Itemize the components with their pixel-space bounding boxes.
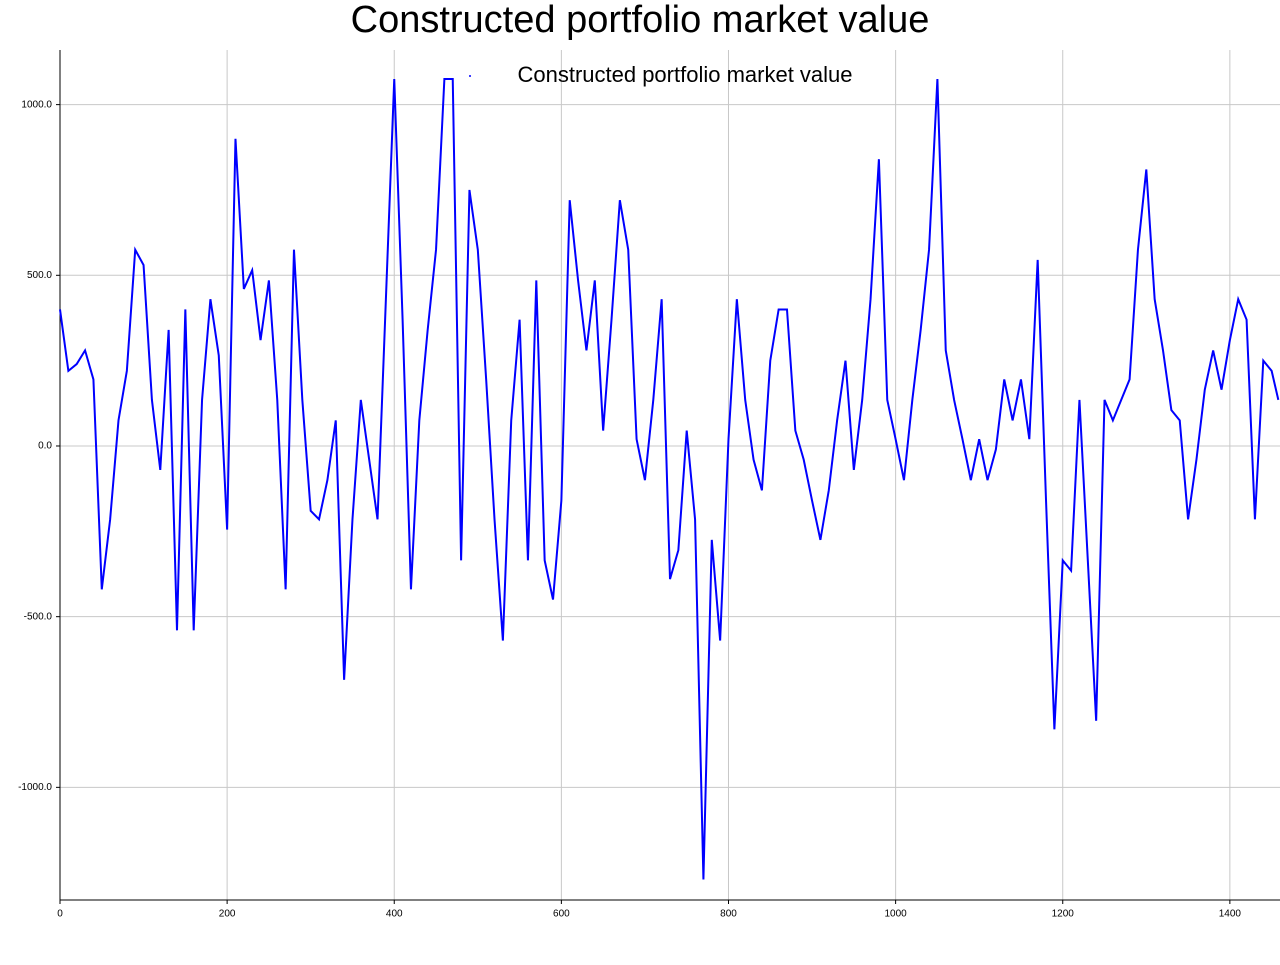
legend-marker [469, 75, 471, 77]
legend-label: Constructed portfolio market value [517, 62, 852, 87]
x-tick-label: 1400 [1219, 909, 1242, 920]
y-tick-label: 1000.0 [21, 99, 52, 110]
x-tick-label: 1200 [1052, 909, 1075, 920]
x-tick-label: 600 [553, 909, 570, 920]
y-tick-label: 500.0 [27, 270, 52, 281]
x-tick-label: 400 [386, 909, 403, 920]
line-series [59, 78, 1280, 880]
chart-title: Constructed portfolio market value [351, 0, 930, 41]
y-tick-label: -500.0 [24, 611, 53, 622]
x-tick-label: 200 [219, 909, 236, 920]
grid [59, 50, 1280, 900]
y-tick-label: 0.0 [38, 441, 52, 452]
x-tick-label: 1000 [884, 909, 907, 920]
x-tick-label: 800 [720, 909, 737, 920]
y-tick-label: -1000.0 [18, 782, 52, 793]
x-tick-label: 0 [57, 909, 63, 920]
